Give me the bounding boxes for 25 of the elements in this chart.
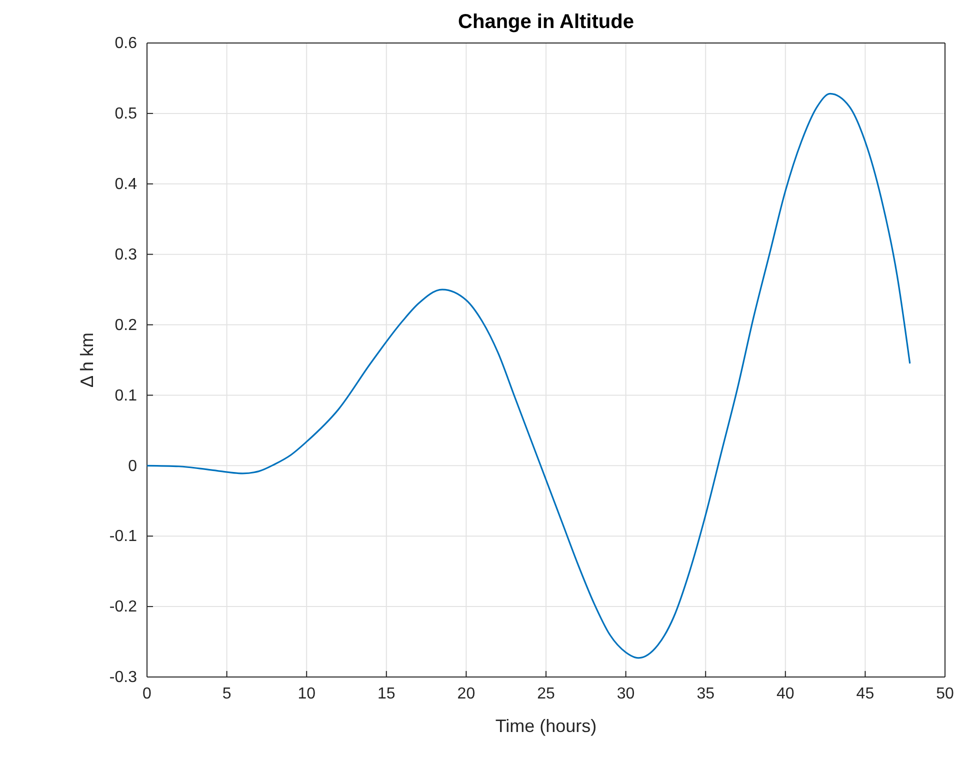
y-tick-label: 0.4: [114, 176, 138, 194]
x-tick-label: 10: [298, 685, 316, 702]
x-tick-label: 40: [776, 685, 794, 702]
y-tick-label: 0.1: [114, 387, 138, 404]
y-tick-label: 0.2: [114, 316, 138, 334]
y-tick-label: -0.1: [109, 528, 138, 546]
x-tick-label: 35: [696, 685, 715, 702]
y-tick-label: 0.6: [114, 35, 138, 52]
y-tick-label: -0.3: [109, 669, 138, 686]
x-axis-title: Time (hours): [495, 716, 597, 736]
line-series: [146, 92, 911, 659]
x-tick-label: 30: [616, 685, 635, 702]
x-tick-label: 50: [936, 685, 954, 702]
y-tick-label: -0.2: [109, 598, 138, 616]
y-tick-label: 0: [128, 458, 138, 475]
chart-title: Change in Altitude: [458, 11, 634, 33]
y-tick-label: 0.5: [114, 106, 138, 123]
x-tick-label: 25: [537, 685, 555, 702]
x-tick-label: 0: [142, 685, 152, 702]
x-tick-label: 5: [222, 685, 232, 702]
y-tick-label: 0.3: [114, 246, 138, 264]
y-axis-title: Δ h km: [77, 332, 97, 388]
x-tick-label: 15: [378, 685, 396, 702]
x-tick-label: 45: [856, 685, 874, 702]
x-tick-label: 20: [457, 685, 476, 702]
